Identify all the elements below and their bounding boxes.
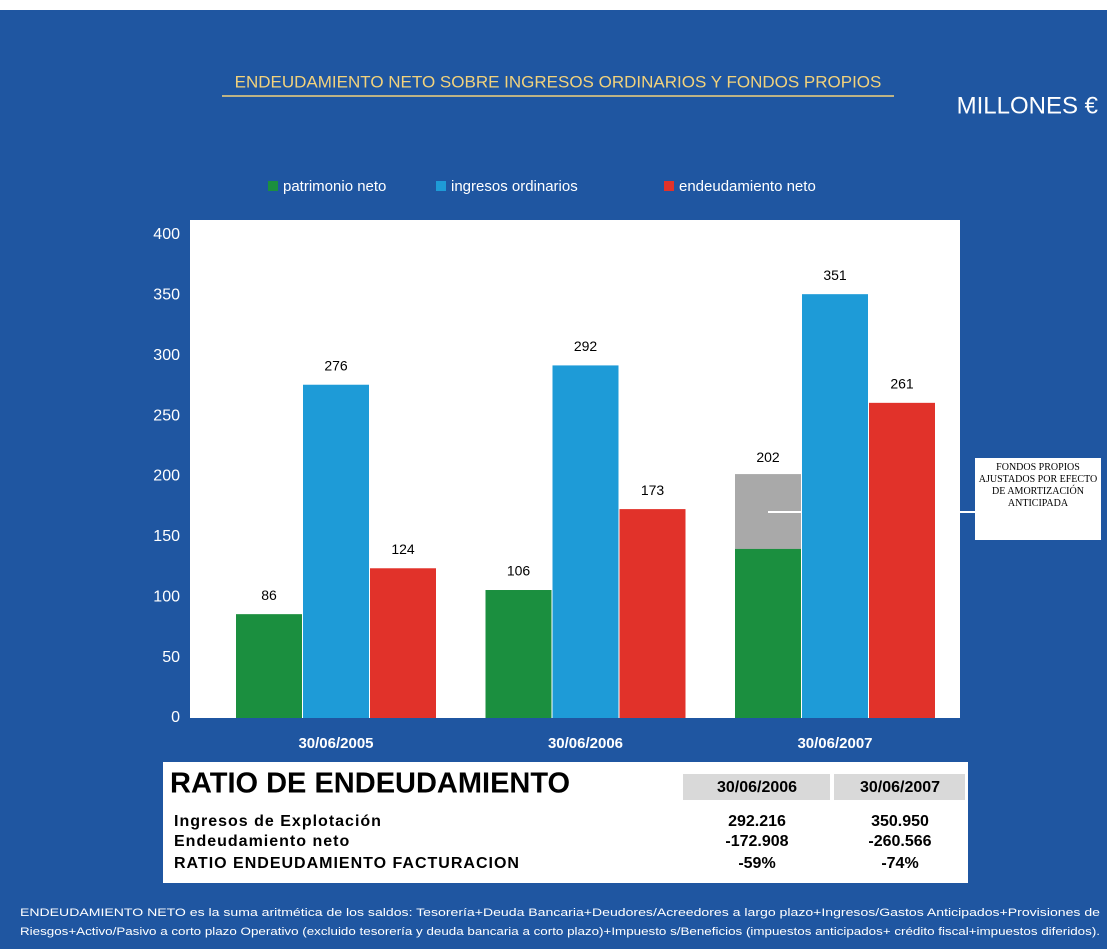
table-row-label: Ingresos de Explotación [174, 813, 382, 830]
footnote: Riesgos+Activo/Pasivo a corto plazo Oper… [20, 926, 1100, 938]
bar [303, 384, 369, 718]
x-tick-label: 30/06/2005 [298, 735, 373, 752]
legend-label: endeudamiento neto [679, 178, 816, 195]
x-tick-label: 30/06/2007 [797, 735, 872, 752]
bar [869, 402, 935, 718]
table-cell: -74% [881, 855, 918, 872]
bar [370, 568, 436, 718]
top-border [0, 0, 1107, 10]
annotation-box [975, 458, 1101, 540]
bar [619, 509, 686, 718]
data-label: 86 [261, 587, 277, 603]
table-header-cell [683, 774, 830, 800]
table-header: 30/06/2007 [860, 779, 940, 796]
x-tick-label: 30/06/2006 [548, 735, 623, 752]
chart-subtitle: MILLONES € [957, 92, 1099, 119]
data-label: 106 [507, 563, 531, 579]
y-tick-label: 400 [153, 226, 180, 243]
legend-label: patrimonio neto [283, 178, 386, 195]
y-tick-label: 350 [153, 287, 180, 304]
data-label: 202 [756, 449, 780, 465]
y-tick-label: 250 [153, 407, 180, 424]
data-label: 261 [890, 376, 914, 392]
legend-swatch [268, 181, 278, 191]
bar [802, 294, 868, 718]
legend-label: ingresos ordinarios [451, 178, 578, 195]
bar [735, 548, 801, 718]
y-tick-label: 200 [153, 468, 180, 485]
table-row-label: RATIO ENDEUDAMIENTO FACTURACION [174, 855, 520, 872]
bar [236, 614, 302, 718]
bar [552, 365, 619, 718]
legend-swatch [664, 181, 674, 191]
y-tick-label: 0 [171, 709, 180, 726]
table-box [163, 762, 968, 883]
data-label: 173 [641, 482, 665, 498]
annotation: FONDOS PROPIOS AJUSTADOS POR EFECTO DE A… [978, 462, 1098, 509]
table-cell: -172.908 [725, 833, 788, 850]
table-row-label: Endeudamiento neto [174, 833, 350, 850]
bar [485, 590, 552, 718]
table-header-cell [834, 774, 965, 800]
y-tick-label: 50 [162, 649, 180, 666]
data-label: 292 [574, 338, 598, 354]
chart-title: ENDEUDAMIENTO NETO SOBRE INGRESOS ORDINA… [235, 72, 882, 91]
y-tick-label: 150 [153, 528, 180, 545]
data-label: 276 [324, 357, 348, 373]
table-title: RATIO DE ENDEUDAMIENTO [170, 768, 570, 800]
footnote: ENDEUDAMIENTO NETO es la suma aritmética… [20, 907, 1100, 919]
table-cell: -260.566 [868, 833, 931, 850]
data-label: 124 [391, 541, 415, 557]
table-cell: 350.950 [871, 813, 929, 830]
table-cell: -59% [738, 855, 775, 872]
table-header: 30/06/2006 [717, 779, 797, 796]
y-tick-label: 100 [153, 588, 180, 605]
legend-swatch [436, 181, 446, 191]
table-cell: 292.216 [728, 813, 786, 830]
y-tick-label: 300 [153, 347, 180, 364]
data-label: 351 [823, 267, 847, 283]
